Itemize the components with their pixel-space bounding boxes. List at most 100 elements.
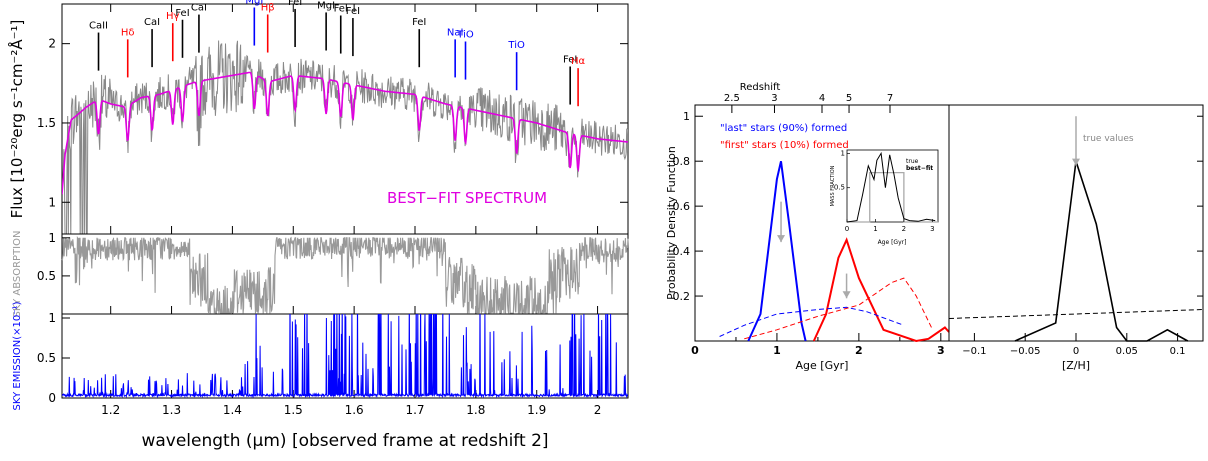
- sky-absorption-line: [61, 235, 629, 314]
- inset-x-tick-0: 0: [845, 225, 849, 233]
- inset-legend-best-fit: best−fit: [906, 165, 933, 172]
- redshift-tick-0: 2.5: [724, 93, 740, 104]
- line-label-6: MgI: [245, 0, 263, 6]
- sky-absorption-data: [61, 235, 629, 314]
- wavelength-tick-4: 1.6: [345, 403, 364, 417]
- inset-age-label: Age [Gyr]: [878, 239, 907, 246]
- age-axis-label: Age [Gyr]: [796, 359, 849, 372]
- age-tick-1: 1: [773, 344, 781, 357]
- sky-absorption-panel: 0.5 1 SKY ABSORPTION: [12, 231, 629, 318]
- metallicity-tick-3: 0.05: [1116, 346, 1138, 357]
- age-true-arrowhead-0: [777, 235, 786, 243]
- age-pdf-ticks: 0 1 2 3 0.2 0.4 0.6 0.8 1 2.5 3 4 5 7: [673, 93, 945, 357]
- metallicity-tick-4: 0.1: [1170, 346, 1186, 357]
- inset-legend-true: true: [906, 158, 919, 165]
- metallicity-series-0: [1014, 160, 1189, 342]
- age-true-arrowhead-1: [842, 291, 851, 299]
- observed-spectrum-line: [62, 40, 628, 234]
- sky-absorption-label: SKY ABSORPTION: [12, 231, 23, 318]
- metallicity-tick-1: −0.05: [1010, 346, 1041, 357]
- sky-emission-ticks: 00.51: [37, 311, 70, 405]
- line-label-9: MgI: [317, 0, 335, 11]
- best-fit-annotation: BEST−FIT SPECTRUM: [387, 189, 547, 207]
- line-label-7: Hβ: [261, 2, 275, 13]
- redshift-tick-1: 3: [771, 93, 777, 104]
- pdf-tick-1: 0.4: [673, 245, 691, 258]
- metallicity-axis-label: [Z/H]: [1062, 359, 1090, 372]
- line-label-15: TiO: [507, 40, 525, 51]
- spectrum-data: [62, 40, 628, 234]
- wavelength-tick-0: 1.2: [101, 403, 120, 417]
- inset-true-sfh: [847, 171, 938, 223]
- legend-first-stars: "first" stars (10%) formed: [720, 140, 849, 151]
- inset-y-tick-0: 0.5: [834, 184, 845, 192]
- wavelength-tick-3: 1.5: [284, 403, 303, 417]
- line-label-12: FeI: [412, 17, 426, 28]
- line-label-14: TiO: [456, 29, 474, 40]
- redshift-tick-4: 7: [887, 93, 893, 104]
- line-label-13: NaI: [447, 27, 464, 38]
- metallicity-tick-0: −0.1: [962, 346, 986, 357]
- inset-x-tick-1: 1: [873, 225, 877, 233]
- wavelength-tick-5: 1.7: [405, 403, 424, 417]
- inset-x-tick-3: 3: [930, 225, 934, 233]
- sky-emission-panel: 00.51 SKY EMISSION(×10⁻¹): [12, 301, 629, 410]
- pdf-tick-3: 0.8: [673, 155, 691, 168]
- line-label-10: FeI: [334, 3, 348, 14]
- sky-emission-label: SKY EMISSION(×10⁻¹): [12, 301, 23, 410]
- line-label-2: CaI: [144, 17, 160, 28]
- sky-absorption-tick-0: 0.5: [37, 269, 56, 283]
- age-pdf-panel: 0 1 2 3 0.2 0.4 0.6 0.8 1 2.5 3 4 5 7 Redshift Age [G…: [665, 82, 950, 372]
- line-label-16: FeI: [563, 54, 577, 65]
- pdf-tick-4: 1: [683, 110, 690, 123]
- line-label-0: CaII: [89, 21, 108, 32]
- spectrum-panel: 1.2 1.3 1.4 1.5 1.6 1.7 1.8 1.9 2 1 1.5 2 CaII Hδ CaI…: [7, 0, 629, 417]
- flux-axis-label: Flux [10⁻²⁰erg s⁻¹cm⁻²Å⁻¹]: [7, 20, 26, 219]
- spectrum-ticks: 1.2 1.3 1.4 1.5 1.6 1.7 1.8 1.9 2 1 1.5 2: [37, 4, 628, 417]
- wavelength-tick-1: 1.3: [162, 403, 181, 417]
- line-label-1: Hδ: [121, 27, 135, 38]
- metallicity-series-1: [948, 309, 1204, 319]
- pdf-axis-label: Probability Density Function: [665, 146, 678, 300]
- wavelength-axis-label: wavelength (μm) [observed frame at redsh…: [141, 431, 548, 451]
- line-label-4: FeI: [175, 8, 189, 19]
- age-series-0: [747, 160, 807, 342]
- inset-x-tick-2: 2: [902, 225, 906, 233]
- line-label-5: CaI: [191, 3, 207, 14]
- metallicity-pdf-ticks: −0.1 −0.05 0 0.05 0.1: [962, 115, 1203, 357]
- best-fit-line: [62, 71, 628, 195]
- age-tick-3: 3: [937, 344, 945, 357]
- pdf-tick-0: 0.2: [673, 290, 691, 303]
- flux-tick-2: 2: [48, 37, 56, 51]
- line-label-17: Hα: [571, 56, 586, 67]
- line-label-8: FeI: [288, 0, 302, 8]
- age-series-3: [744, 277, 934, 340]
- sky-emission-tick-0: 0: [48, 391, 56, 405]
- age-series-2: [719, 306, 905, 337]
- wavelength-tick-8: 2: [594, 403, 602, 417]
- flux-tick-0: 1: [48, 195, 56, 209]
- sky-emission-line: [62, 314, 628, 398]
- redshift-tick-3: 5: [846, 93, 852, 104]
- age-tick-0: 0: [691, 344, 699, 357]
- metallicity-true-arrowhead-0: [1072, 158, 1080, 166]
- inset-frame: [846, 149, 939, 223]
- wavelength-tick-2: 1.4: [223, 403, 242, 417]
- age-series-1: [812, 237, 950, 343]
- inset-data: [846, 151, 938, 223]
- true-values-annotation: true values: [1083, 134, 1134, 144]
- metallicity-pdf-data: [948, 116, 1204, 342]
- wavelength-tick-7: 1.9: [527, 403, 546, 417]
- inset-best-fit-sfh: [846, 151, 936, 223]
- flux-tick-1: 1.5: [37, 116, 56, 130]
- redshift-tick-2: 4: [819, 93, 825, 104]
- legend-last-stars: "last" stars (90%) formed: [720, 123, 847, 134]
- line-label-11: FeI: [346, 6, 360, 17]
- sky-emission-data: [62, 314, 628, 398]
- sky-absorption-tick-1: 1: [48, 231, 56, 245]
- wavelength-tick-6: 1.8: [466, 403, 485, 417]
- age-pdf-data: [719, 160, 950, 343]
- inset-y-tick-1: 1: [841, 149, 845, 157]
